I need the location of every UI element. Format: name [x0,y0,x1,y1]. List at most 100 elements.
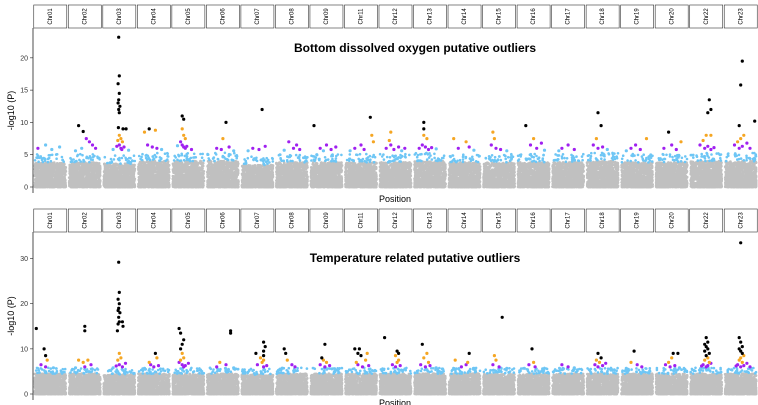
bg-point [87,184,90,188]
sky-point [148,157,151,161]
facet-strip-Chr20 [654,4,689,29]
sky-point [103,155,107,159]
bg-point [63,178,67,182]
sky-point [137,154,141,158]
bg-point [183,179,187,183]
bg-point [142,171,146,175]
sky-point [166,158,169,161]
sky-point [172,159,176,162]
bg-point [33,167,37,171]
bg-point [189,181,193,185]
bg-point [171,168,175,171]
bg-point [183,162,187,166]
sky-point [192,152,196,156]
bg-point [80,178,83,181]
bg-point [124,163,128,166]
bg-point [198,173,202,177]
sky-point [61,158,64,162]
bg-point [118,177,121,181]
sky-point [132,154,136,157]
sky-point [140,155,143,159]
bg-point [116,166,119,170]
sky-point [186,152,190,155]
bg-point [104,179,108,183]
y-tick-label: 0 [24,185,28,192]
bg-point [191,174,194,178]
bg-point [91,182,95,186]
bg-point [72,174,76,178]
bg-point [103,165,107,169]
bg-point [75,178,79,182]
sky-point [35,153,39,156]
facet-strip-Chr11 [344,4,378,29]
bg-point [194,167,198,171]
sky-point [113,154,117,157]
bg-point [197,185,201,188]
bg-point [68,167,72,171]
sky-point [182,158,186,162]
bg-point [40,183,44,187]
bg-point [166,185,170,189]
facet-label: Chr22 [704,8,710,25]
bg-point [75,164,78,168]
bg-point [190,162,194,166]
manhattan-panel-1: Chr01 Chr02 Chr03 Chr04 Chr05 Chr06 Chr07 Chr08… [6,4,758,204]
bg-point [186,161,190,165]
bg-point [53,179,57,183]
bg-point [145,172,149,175]
bg-point [112,175,116,179]
facet-strip-Chr02 [67,4,102,29]
bg-point [38,185,42,189]
facet-label: Chr23 [738,8,744,25]
bg-point [126,170,130,174]
sky-point [76,154,79,158]
bg-point [63,173,67,177]
bg-point [141,175,145,178]
bg-point [109,178,113,182]
bg-point [139,165,143,168]
facet-label: Chr03 [117,8,123,25]
sky-point [120,156,124,160]
bg-point [114,169,117,173]
bg-point [44,185,47,189]
bg-point [166,165,170,169]
sky-point [110,161,114,164]
bg-point [33,165,37,168]
bg-point [82,180,85,184]
bg-point [39,176,42,180]
bg-point [47,185,51,189]
facet-strip-Chr22 [689,4,724,29]
facet-label: Chr19 [635,8,641,25]
sky-point [202,159,206,162]
sky-point [166,155,170,158]
sky-point [79,160,82,163]
bg-point [50,173,54,177]
bg-point [129,168,133,172]
sky-point [97,156,101,160]
sky-point [43,159,47,162]
bg-point [139,168,142,172]
sky-point [82,160,85,163]
bg-point [97,168,100,171]
sky-point [91,155,95,159]
bg-point [82,170,86,173]
y-tick-label: 5 [24,152,28,159]
bg-point [56,177,60,181]
sky-point [124,156,127,160]
bg-point [164,179,168,183]
bg-point [90,163,93,167]
sky-point [127,160,131,163]
bg-point [97,175,101,179]
sky-point [200,156,204,159]
facet-strip-Chr07 [240,4,275,29]
sky-point [176,158,179,162]
sky-point [33,159,37,162]
bg-point [149,168,152,172]
sky-point [122,154,125,157]
facet-label: Chr13 [428,8,434,25]
sky-point [55,153,58,156]
bg-point [37,181,41,185]
facet-strip-Chr19 [620,4,654,29]
sky-point [79,152,82,156]
bg-point [116,181,120,185]
